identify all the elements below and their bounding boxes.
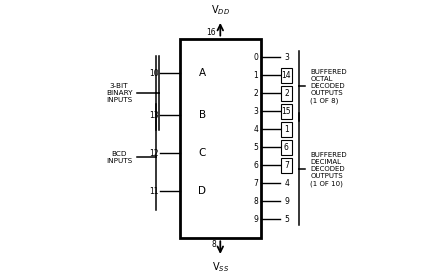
Text: 2: 2 — [253, 89, 258, 98]
Text: 11: 11 — [149, 187, 159, 196]
Text: 7: 7 — [284, 161, 289, 170]
Text: 3: 3 — [285, 53, 290, 62]
Text: 8: 8 — [211, 240, 216, 249]
Text: 4: 4 — [285, 179, 290, 188]
Text: 1: 1 — [253, 71, 258, 80]
Text: D: D — [198, 186, 206, 197]
Bar — [281, 122, 292, 137]
Text: C: C — [199, 148, 206, 158]
Text: 5: 5 — [253, 143, 258, 152]
Text: A: A — [199, 68, 206, 78]
Text: V$_{DD}$: V$_{DD}$ — [211, 3, 230, 17]
Text: 13: 13 — [149, 111, 159, 120]
Text: 9: 9 — [253, 215, 258, 224]
Text: 12: 12 — [149, 149, 159, 158]
Text: V$_{SS}$: V$_{SS}$ — [212, 260, 229, 274]
Text: BCD
INPUTS: BCD INPUTS — [106, 151, 132, 164]
Text: 6: 6 — [284, 143, 289, 152]
Text: BUFFERED
DECIMAL
DECODED
OUTPUTS
(1 OF 10): BUFFERED DECIMAL DECODED OUTPUTS (1 OF 1… — [311, 152, 347, 187]
Text: 10: 10 — [149, 69, 159, 78]
Bar — [180, 38, 261, 238]
Text: 0: 0 — [253, 53, 258, 62]
Bar — [281, 104, 292, 119]
Text: 4: 4 — [253, 125, 258, 134]
Text: 7: 7 — [253, 179, 258, 188]
Text: 15: 15 — [282, 107, 291, 116]
Text: 14: 14 — [282, 71, 291, 80]
Text: BUFFERED
OCTAL
DECODED
OUTPUTS
(1 OF 8): BUFFERED OCTAL DECODED OUTPUTS (1 OF 8) — [311, 69, 347, 104]
Bar — [281, 68, 292, 83]
Bar — [281, 140, 292, 155]
Text: 1: 1 — [284, 125, 289, 134]
Text: 3-BIT
BINARY
INPUTS: 3-BIT BINARY INPUTS — [106, 83, 132, 104]
Text: 6: 6 — [253, 161, 258, 170]
Text: B: B — [199, 110, 206, 120]
Text: 3: 3 — [253, 107, 258, 116]
Text: 8: 8 — [253, 197, 258, 206]
Text: 16: 16 — [206, 28, 216, 37]
Bar — [281, 158, 292, 173]
Text: 5: 5 — [285, 215, 290, 224]
Text: 2: 2 — [284, 89, 289, 98]
Bar — [281, 86, 292, 101]
Text: 9: 9 — [285, 197, 290, 206]
